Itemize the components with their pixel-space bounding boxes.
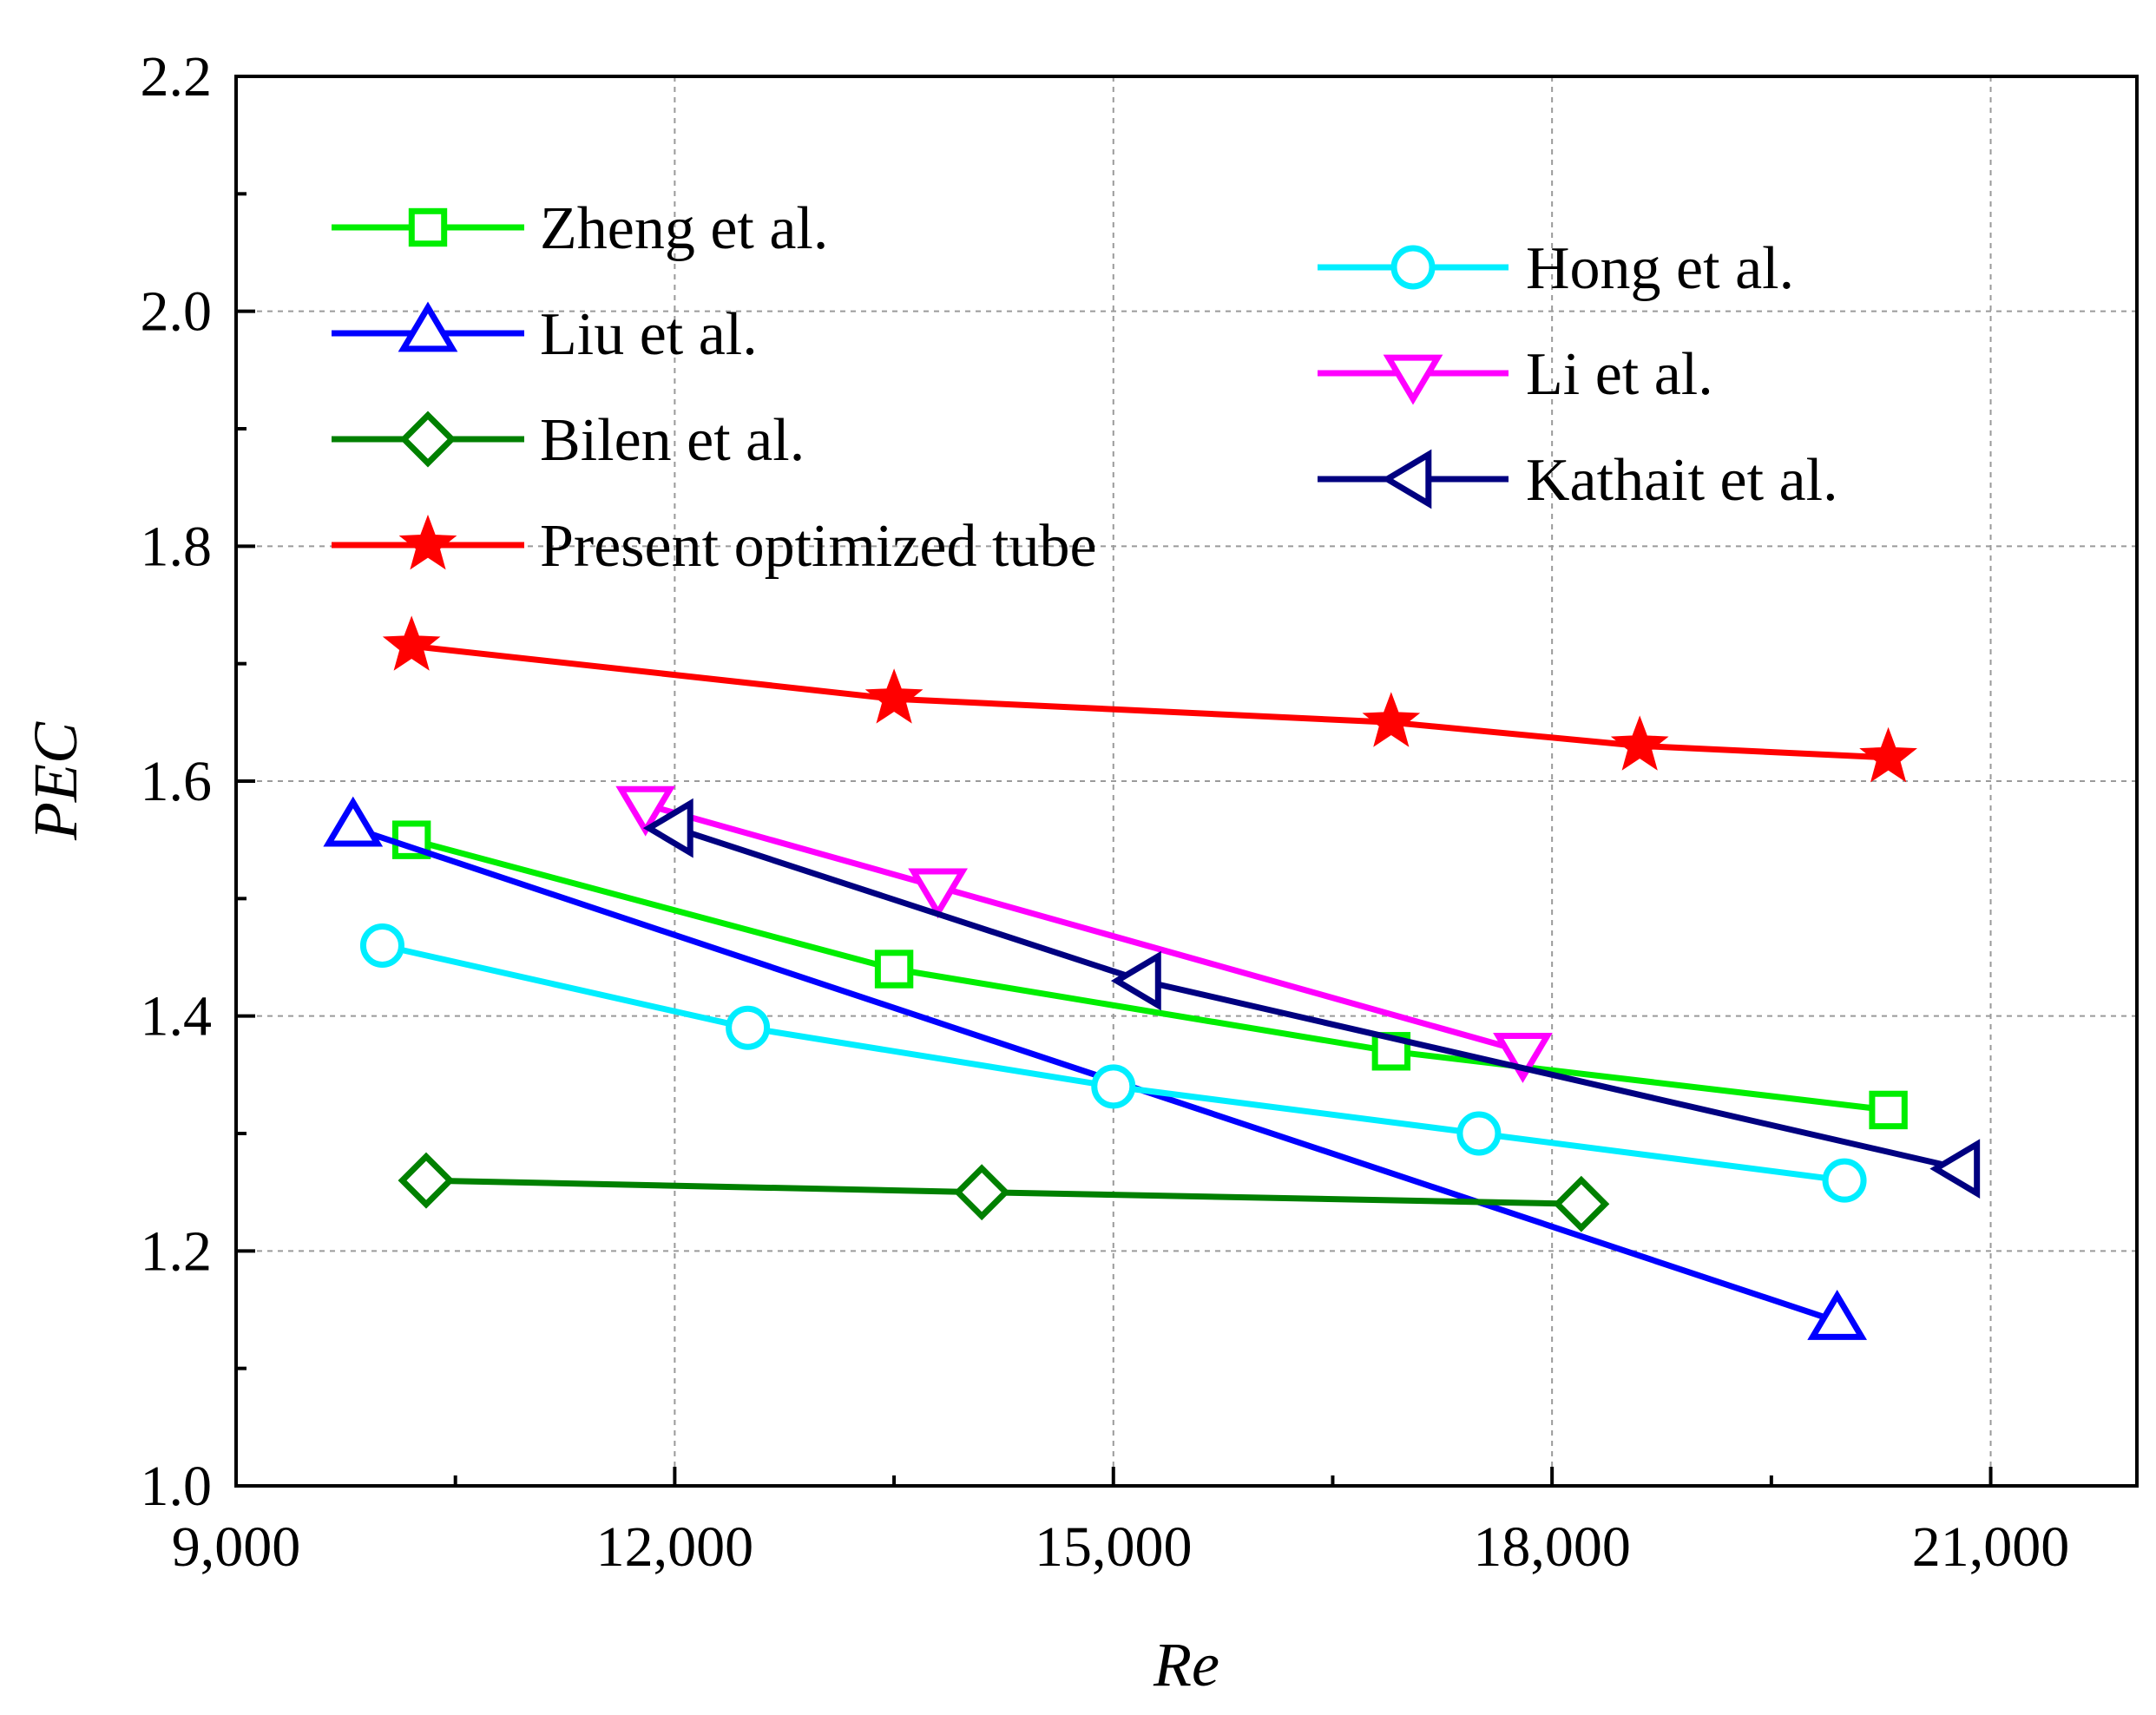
legend-label: Liu et al. <box>540 301 758 368</box>
x-tick-label: 12,000 <box>596 1515 754 1579</box>
y-tick-label: 2.2 <box>141 45 213 108</box>
legend-marker <box>398 514 457 570</box>
legend-marker <box>399 411 457 468</box>
data-point <box>1859 726 1917 783</box>
grid-layer <box>236 76 2137 1486</box>
series-line <box>408 837 1892 1114</box>
y-tick-label: 1.8 <box>141 515 213 578</box>
legend-layer: Zheng et al. Liu et al. Bilen et al. Presen… <box>332 195 1838 580</box>
y-tick-label: 1.0 <box>141 1455 213 1518</box>
data-point <box>1869 1090 1908 1130</box>
legend-marker <box>1390 245 1436 290</box>
series-line <box>642 801 1526 1055</box>
legend-entry: Liu et al. <box>332 301 758 368</box>
data-point <box>323 796 384 847</box>
data-point <box>1110 950 1161 1011</box>
legend-marker <box>1383 354 1443 405</box>
axes-layer: 9,000 12,000 15,000 18,000 21,000 1.0 1.2 1.4 1.… <box>21 45 2139 1699</box>
data-point <box>359 923 404 968</box>
legend-label: Hong et al. <box>1526 235 1794 302</box>
data-point <box>1807 1289 1868 1340</box>
y-tick-label: 1.6 <box>141 750 213 813</box>
data-point <box>726 1005 771 1050</box>
data-point <box>1822 1158 1867 1203</box>
legend-entry: Bilen et al. <box>332 407 805 474</box>
legend-entry: Zheng et al. <box>332 195 828 262</box>
data-point <box>615 785 676 837</box>
data-point <box>1553 1175 1610 1232</box>
data-point <box>1493 1032 1553 1083</box>
data-point <box>874 949 914 989</box>
x-tick-label: 9,000 <box>172 1515 301 1579</box>
y-tick-label: 2.0 <box>141 280 213 344</box>
x-tick-label: 18,000 <box>1473 1515 1631 1579</box>
legend-entry: Hong et al. <box>1318 235 1794 302</box>
legend-label: Bilen et al. <box>540 407 805 474</box>
legend-marker <box>408 207 448 247</box>
x-tick-label: 15,000 <box>1035 1515 1193 1579</box>
data-point <box>908 868 968 919</box>
x-tick-label: 21,000 <box>1912 1515 2070 1579</box>
data-point <box>1929 1139 1981 1199</box>
series-kathait-et-al <box>642 798 1981 1199</box>
data-point <box>1456 1111 1502 1156</box>
series-layer <box>323 615 1981 1340</box>
series-present-optimized-tube <box>382 615 1917 783</box>
series-liu-et-al <box>323 796 1868 1340</box>
series-bilen-et-al <box>398 1152 1610 1232</box>
x-axis-title: Re <box>1153 1630 1219 1699</box>
data-point <box>398 1152 455 1209</box>
data-point <box>642 798 693 858</box>
series-hong-et-al <box>359 923 1867 1203</box>
data-point <box>382 615 441 671</box>
data-point <box>1610 715 1669 771</box>
data-point <box>1362 692 1421 747</box>
series-zheng-et-al <box>391 820 1908 1130</box>
data-point <box>864 668 924 724</box>
legend-entry: Kathait et al. <box>1318 447 1838 514</box>
series-li-et-al <box>615 785 1553 1083</box>
legend-marker <box>1381 449 1432 509</box>
y-axis-title: PEC <box>21 721 90 841</box>
data-point <box>1091 1064 1136 1109</box>
legend-marker <box>398 301 458 352</box>
series-line <box>408 642 1892 761</box>
legend-entry: Present optimized tube <box>332 513 1097 580</box>
data-point <box>953 1164 1010 1221</box>
legend-label: Present optimized tube <box>540 513 1097 580</box>
legend-label: Li et al. <box>1526 341 1713 408</box>
legend-label: Zheng et al. <box>540 195 828 262</box>
legend-label: Kathait et al. <box>1526 447 1838 514</box>
y-tick-label: 1.2 <box>141 1219 213 1283</box>
y-tick-label: 1.4 <box>141 985 213 1048</box>
legend-entry: Li et al. <box>1318 341 1713 408</box>
